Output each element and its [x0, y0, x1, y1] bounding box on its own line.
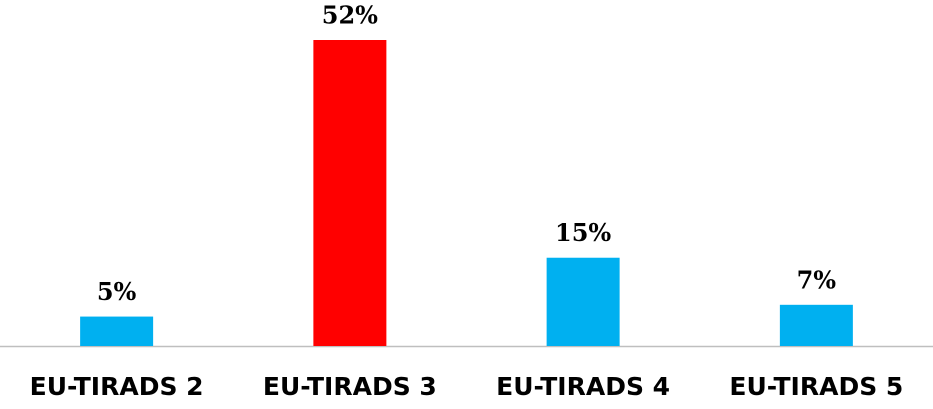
bar: [546, 257, 620, 346]
bar: [779, 304, 853, 346]
x-tick-label: EU-TIRADS 5: [729, 372, 903, 401]
bar: [313, 40, 387, 346]
bar: [80, 316, 154, 346]
x-tick-label: EU-TIRADS 2: [30, 372, 204, 401]
value-label: 7%: [797, 265, 837, 294]
value-label: 15%: [555, 218, 611, 247]
x-tick-label: EU-TIRADS 4: [496, 372, 670, 401]
value-label: 5%: [97, 277, 137, 306]
x-tick-label: EU-TIRADS 3: [263, 372, 437, 401]
value-label: 52%: [322, 1, 378, 30]
